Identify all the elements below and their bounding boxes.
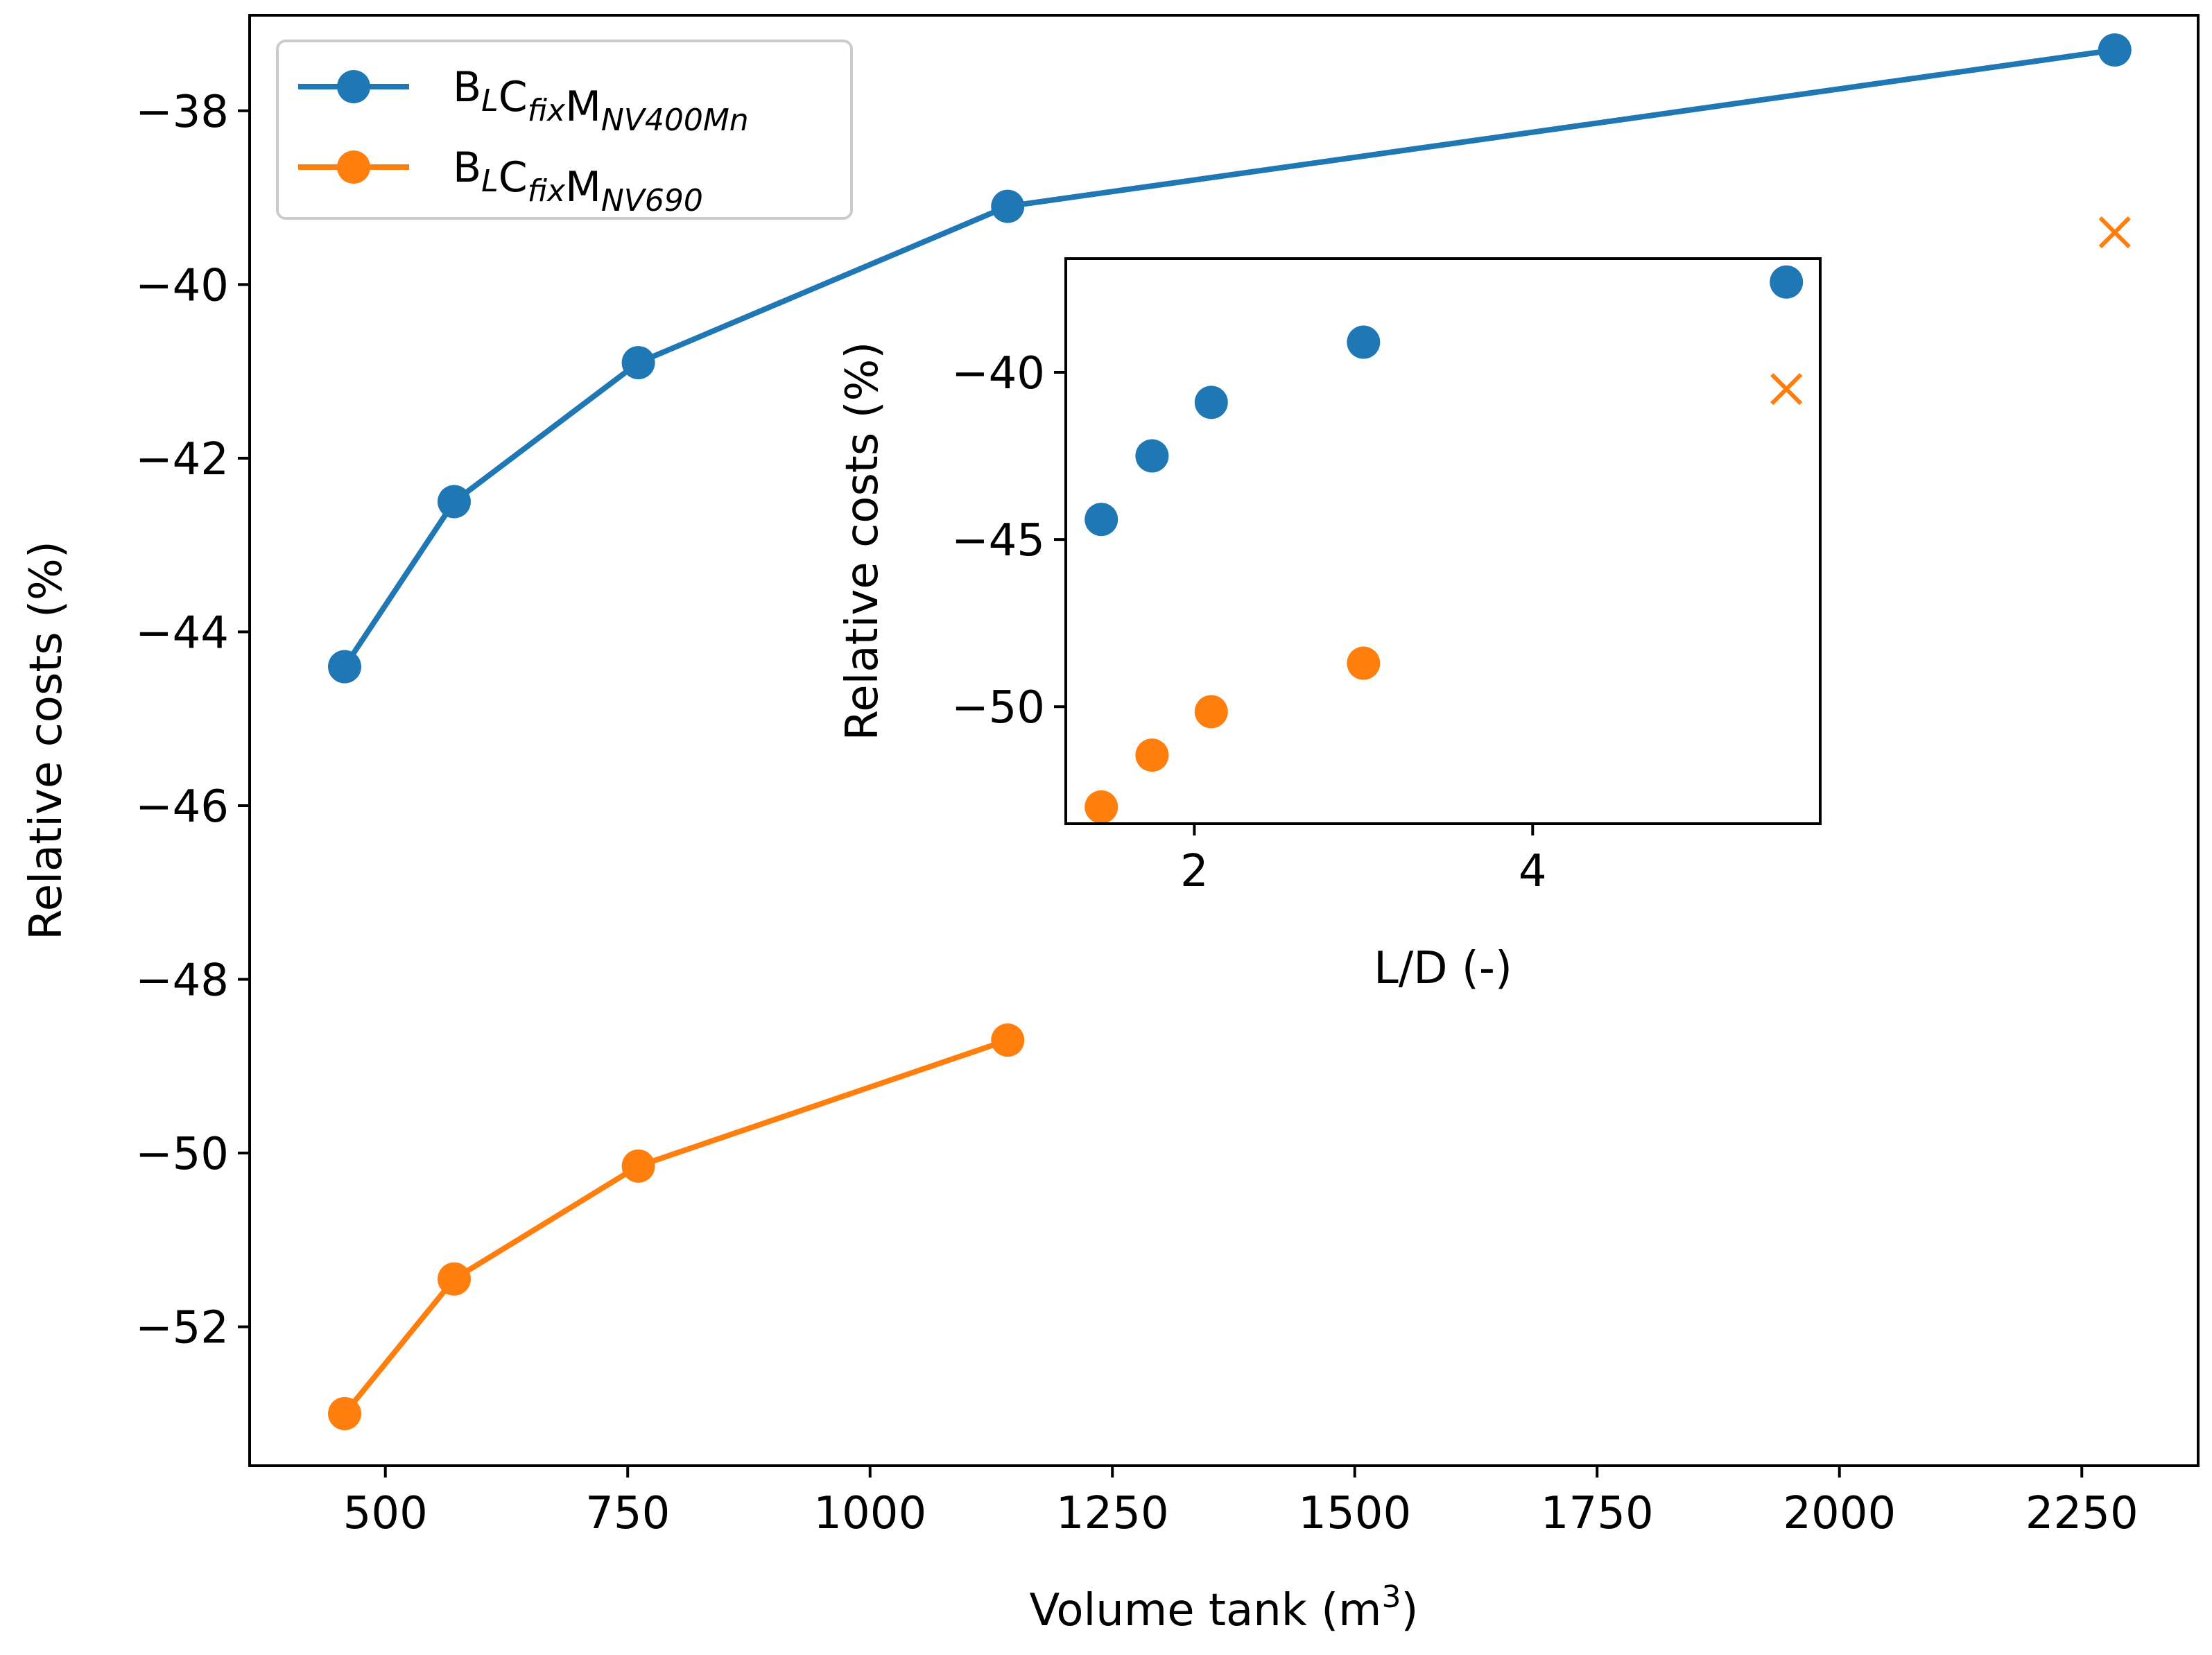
legend-label-subscript: NV400Mn	[601, 103, 749, 138]
inset-series-1-point-4	[1347, 325, 1381, 359]
legend-entry-2: BLCfixMNV690	[298, 144, 703, 218]
main-series-2-line	[342, 1037, 1011, 1416]
inset-ytick-label: −40	[951, 348, 1045, 399]
x-axis-label-close: )	[1401, 1585, 1419, 1636]
main-ytick-label: −38	[135, 87, 229, 138]
inset-series-1-point-2	[1135, 439, 1169, 473]
main-ytick-label: −52	[135, 1303, 229, 1354]
x-marker-stroke	[2098, 216, 2131, 249]
legend-entry-1: BLCfixMNV400Mn	[298, 63, 749, 138]
main-series-2-point-2	[437, 1262, 471, 1296]
legend-label: BLCfixMNV690	[453, 144, 703, 218]
main-xtick-label: 1750	[1541, 1488, 1654, 1539]
legend-label-base: B	[453, 144, 481, 192]
inset-y-axis-label: Relative costs (%)	[837, 342, 888, 741]
main-series-1-point-4	[991, 189, 1025, 223]
main-series-1-point-3	[621, 346, 655, 380]
x-axis-label-text: Volume tank (m	[1030, 1585, 1382, 1636]
inset-series-1-point-1	[1085, 503, 1118, 537]
legend-label-subscript: L	[481, 164, 499, 199]
main-xtick-label: 1250	[1056, 1488, 1169, 1539]
main-ytick-label: −44	[135, 607, 229, 659]
main-xtick-label: 500	[343, 1488, 428, 1539]
main-xtick-label: 750	[585, 1488, 670, 1539]
inset-xtick-label: 2	[1180, 846, 1209, 897]
x-axis-label-superscript: 3	[1382, 1579, 1401, 1615]
legend-label-base: M	[565, 163, 601, 211]
main-ytick-label: −48	[135, 955, 229, 1006]
inset-series-1-point-5	[1770, 265, 1804, 299]
main-series-2-point-5	[2098, 216, 2131, 249]
legend-marker	[337, 150, 370, 184]
main-series-1-point-1	[328, 650, 362, 684]
main-x-axis-label: Volume tank (m3)	[1030, 1579, 1419, 1636]
inset-series-2-point-4	[1347, 646, 1381, 680]
main-xtick-label: 2000	[1783, 1488, 1896, 1539]
main-y-axis-label: Relative costs (%)	[21, 541, 72, 940]
inset-series-2-point-2	[1135, 738, 1169, 772]
inset-plot-area	[1066, 259, 1820, 824]
main-ytick-label: −42	[135, 434, 229, 485]
main-series-2-point-1	[328, 1396, 362, 1430]
main-xtick-label: 2250	[2025, 1488, 2138, 1539]
x-marker-stroke	[1770, 372, 1803, 406]
main-xtick-label: 1500	[1298, 1488, 1411, 1539]
main-xtick-label: 1000	[813, 1488, 926, 1539]
main-ytick-label: −40	[135, 260, 229, 311]
legend-label-base: M	[565, 83, 601, 131]
main-series-1-point-2	[437, 485, 471, 519]
inset-series-1-point-3	[1194, 385, 1228, 419]
main-ytick-label: −50	[135, 1129, 229, 1180]
main-series-2-point-3	[621, 1149, 655, 1183]
inset-ytick-label: −45	[951, 515, 1045, 566]
legend-label-subscript: L	[481, 83, 499, 119]
main-ytick-label: −46	[135, 781, 229, 833]
main-series-1-point-5	[2098, 33, 2132, 67]
legend-label-base: C	[499, 73, 528, 121]
main-series-2-point-4	[991, 1023, 1025, 1057]
legend-label-base: C	[499, 153, 528, 202]
inset-series-2-point-1	[1085, 790, 1118, 824]
legend-label-subscript: NV690	[601, 183, 703, 218]
inset-x-axis-label: L/D (-)	[1374, 943, 1512, 994]
legend-marker	[337, 70, 370, 103]
inset-series-2-point-3	[1194, 695, 1228, 729]
inset-plot: 2 4 −50 −45 −40 L/D (-) Relative costs (%)	[837, 257, 1822, 994]
legend-label-subscript: fix	[528, 93, 566, 128]
legend-box	[276, 40, 853, 220]
legend-label: BLCfixMNV400Mn	[453, 63, 749, 138]
main-frame	[248, 14, 2200, 1467]
inset-ytick-label: −50	[951, 682, 1045, 734]
legend-label-subscript: fix	[528, 173, 566, 209]
inset-frame	[1064, 257, 1822, 825]
inset-xtick-label: 4	[1519, 846, 1547, 897]
legend-label-base: B	[453, 63, 481, 112]
inset-series-2-point-5	[1770, 372, 1803, 406]
